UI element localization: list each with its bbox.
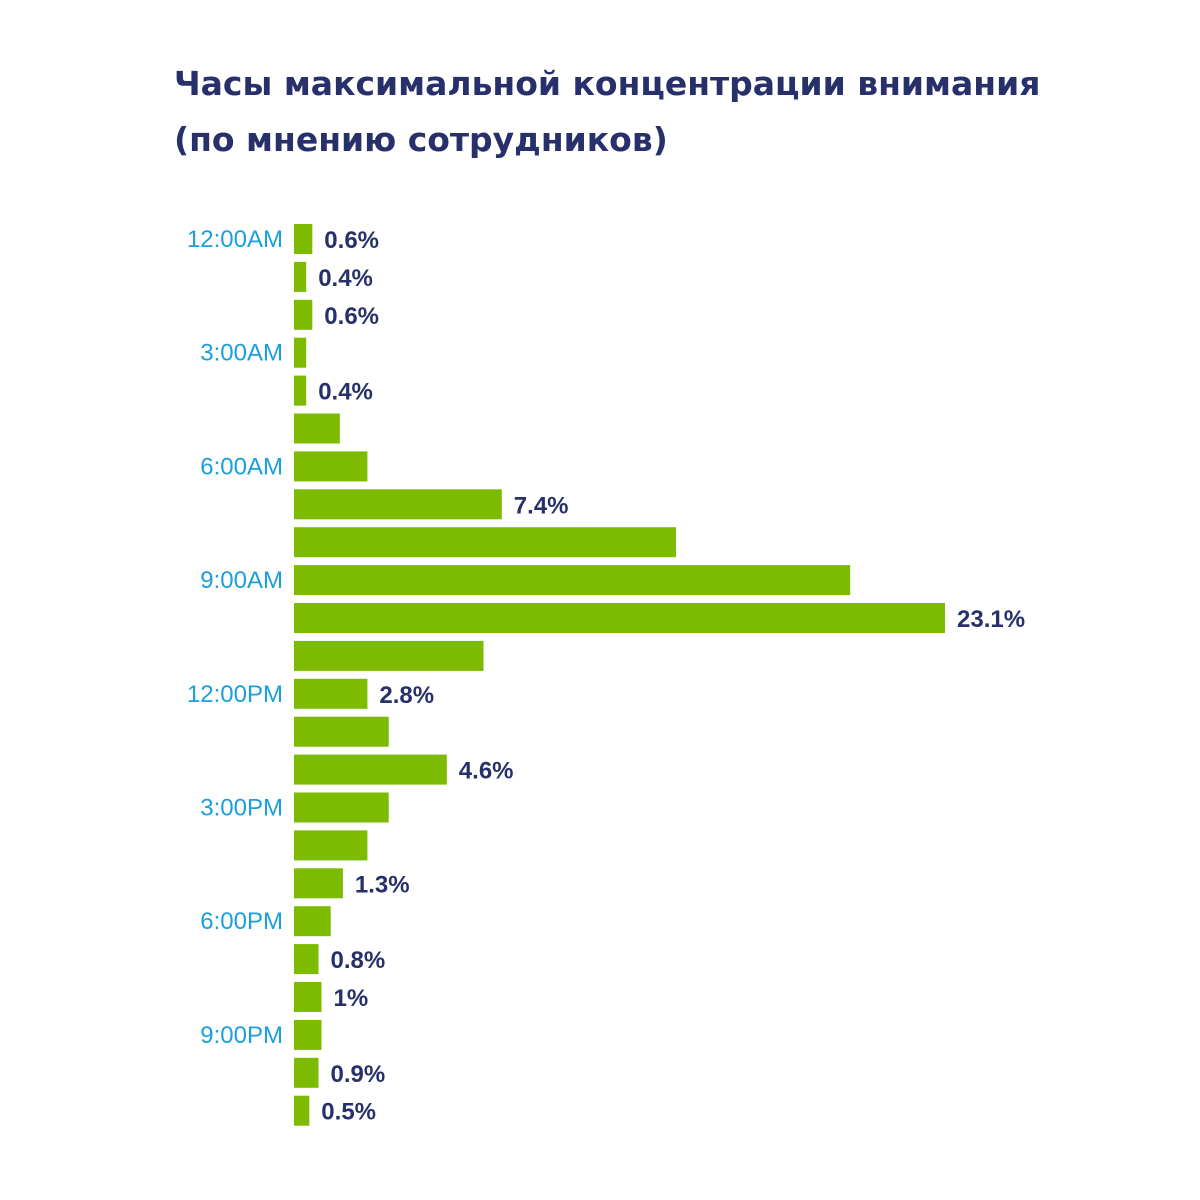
bar: [294, 565, 851, 596]
bar: [294, 754, 447, 785]
bar: [294, 678, 368, 709]
data-label: 0.4%: [318, 379, 373, 406]
bar: [294, 224, 313, 254]
bar: [294, 299, 313, 330]
data-label: 2.8%: [379, 682, 434, 709]
data-label: 0.5%: [321, 1099, 376, 1126]
chart-title-line: Часы максимальной концентрации внимания: [174, 64, 1041, 103]
bar: [294, 1019, 322, 1050]
bar: [294, 527, 676, 558]
bar: [294, 906, 331, 937]
data-label: 0.9%: [331, 1061, 386, 1088]
bar: [294, 982, 322, 1012]
y-tick-label: 6:00AM: [200, 453, 283, 480]
y-tick-label: 9:00AM: [200, 567, 283, 594]
bar: [294, 716, 389, 747]
y-tick-label: 3:00AM: [200, 340, 283, 367]
y-tick-label: 6:00PM: [200, 908, 283, 935]
data-label: 1.3%: [355, 871, 410, 898]
data-label: 4.6%: [459, 758, 514, 785]
y-tick-label: 9:00PM: [200, 1022, 283, 1049]
bar: [294, 868, 343, 899]
bar: [294, 603, 945, 633]
y-tick-label: 12:00PM: [187, 681, 283, 708]
bar: [294, 489, 502, 520]
bar: [294, 1095, 310, 1126]
chart-subtitle: (по мнению сотрудников): [174, 120, 668, 159]
chart-title: Часы максимальной концентрации внимания …: [174, 56, 1154, 168]
data-label: 0.4%: [318, 265, 373, 292]
data-label: 1%: [334, 985, 369, 1012]
y-tick-label: 12:00AM: [187, 226, 283, 253]
bar: [294, 413, 340, 444]
data-label: 23.1%: [957, 606, 1025, 633]
bar: [294, 640, 484, 671]
bar: [294, 944, 319, 975]
bar: [294, 830, 368, 861]
bar: [294, 1057, 319, 1088]
bar: [294, 792, 389, 823]
data-label: 0.6%: [324, 303, 379, 330]
bar: [294, 337, 307, 368]
data-label: 0.8%: [331, 947, 386, 974]
data-label: 7.4%: [514, 492, 569, 519]
bar: [294, 261, 307, 292]
y-tick-label: 3:00PM: [200, 795, 283, 822]
data-label: 0.6%: [324, 227, 379, 254]
bar: [294, 375, 307, 406]
bar: [294, 451, 368, 482]
